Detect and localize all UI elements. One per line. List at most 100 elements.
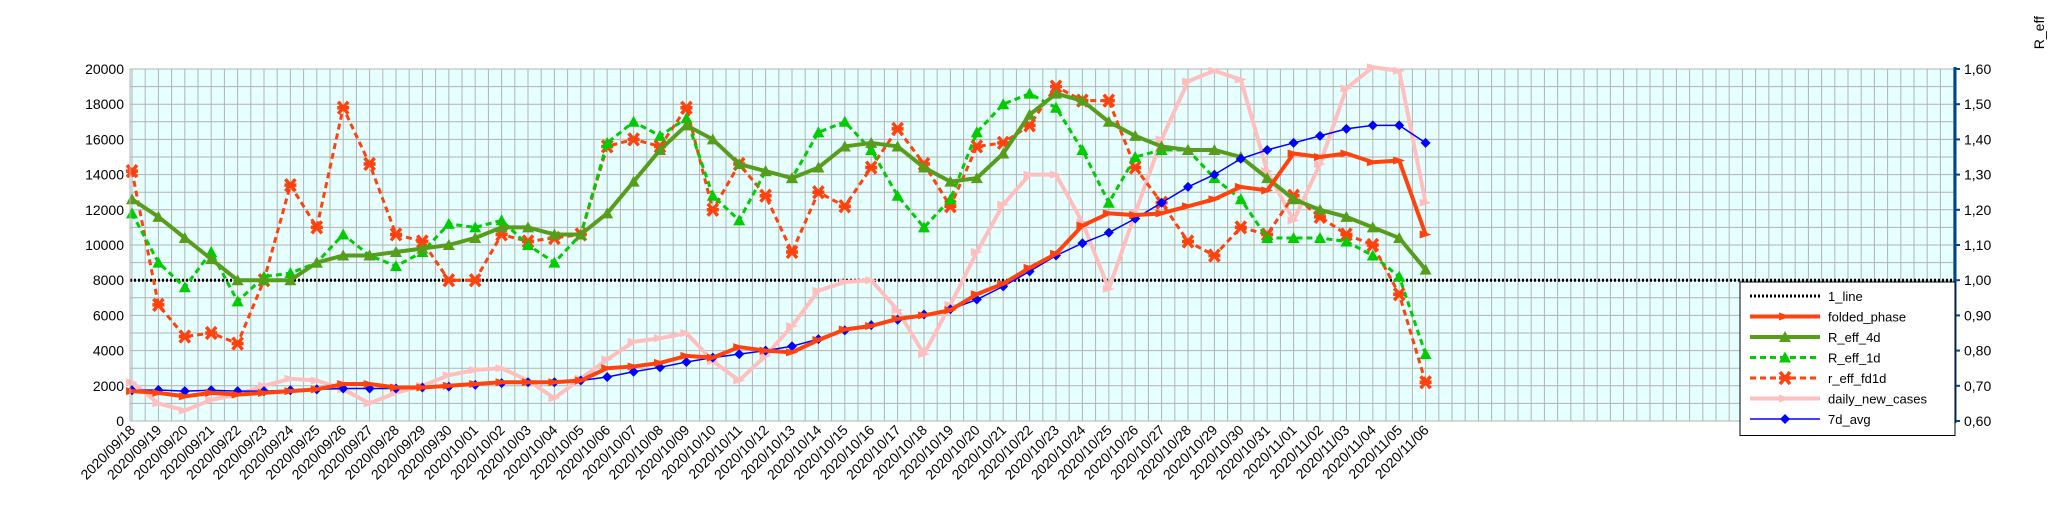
data-point bbox=[1235, 153, 1246, 164]
data-point bbox=[574, 376, 587, 385]
data-point bbox=[390, 246, 402, 258]
y2-tick-label: 1,10 bbox=[1964, 237, 1991, 253]
data-point bbox=[1234, 193, 1247, 205]
data-point bbox=[1314, 160, 1326, 169]
data-point bbox=[1419, 263, 1432, 275]
data-point bbox=[812, 286, 825, 295]
data-point bbox=[1050, 101, 1062, 113]
series-r-eff-4d bbox=[126, 87, 1432, 286]
data-point bbox=[1314, 231, 1326, 243]
data-point bbox=[204, 325, 218, 341]
legend: 1_line folded_phase R_eff_4d R_eff_1d r_eff_… bbox=[1739, 281, 1956, 436]
data-point bbox=[1023, 108, 1036, 120]
data-point bbox=[1155, 140, 1168, 152]
data-point bbox=[284, 274, 297, 286]
data-point bbox=[838, 277, 851, 286]
data-point bbox=[1102, 209, 1115, 218]
data-point bbox=[1050, 87, 1062, 99]
data-point bbox=[469, 231, 482, 243]
legend-label: 7d_avg bbox=[1828, 412, 1871, 427]
data-point bbox=[178, 392, 191, 401]
series-folded-phase bbox=[126, 149, 1432, 401]
data-point bbox=[363, 249, 376, 261]
data-point bbox=[126, 387, 138, 396]
legend-label: folded_phase bbox=[1828, 310, 1906, 325]
data-point bbox=[1129, 129, 1142, 141]
data-point bbox=[1261, 167, 1274, 176]
data-point bbox=[469, 365, 482, 374]
data-point bbox=[1393, 156, 1406, 165]
data-point bbox=[337, 228, 350, 240]
y-tick-label: 20000 bbox=[85, 61, 124, 77]
data-point bbox=[1287, 231, 1300, 243]
data-point bbox=[1102, 93, 1116, 108]
data-point bbox=[1419, 230, 1432, 239]
data-point bbox=[865, 136, 878, 148]
data-point bbox=[1261, 172, 1274, 184]
data-point bbox=[1340, 227, 1353, 242]
data-point bbox=[337, 249, 350, 261]
data-point bbox=[152, 388, 165, 397]
data-point bbox=[759, 165, 772, 177]
series-daily-new-cases bbox=[126, 63, 1432, 415]
data-point bbox=[1050, 170, 1062, 179]
data-point bbox=[1182, 77, 1194, 86]
data-point bbox=[627, 362, 640, 371]
data-point bbox=[1314, 153, 1326, 161]
data-point bbox=[812, 126, 825, 138]
data-point bbox=[1156, 197, 1167, 208]
data-point bbox=[231, 274, 244, 286]
data-point bbox=[442, 273, 456, 288]
data-point bbox=[812, 336, 825, 345]
data-point bbox=[1102, 285, 1115, 293]
data-point bbox=[152, 256, 165, 268]
data-point bbox=[442, 239, 455, 250]
data-point bbox=[284, 374, 297, 383]
y-tick-label: 14000 bbox=[85, 167, 124, 183]
data-point bbox=[1234, 75, 1247, 84]
data-point bbox=[1208, 143, 1221, 155]
data-point bbox=[574, 228, 587, 240]
y2-tick-label: 1,40 bbox=[1964, 131, 1991, 147]
legend-label: daily_new_cases bbox=[1828, 392, 1928, 407]
data-point bbox=[812, 161, 825, 173]
y2-tick-label: 0,70 bbox=[1964, 378, 1991, 394]
data-point bbox=[1341, 123, 1352, 134]
data-point bbox=[1076, 94, 1089, 106]
data-point bbox=[1261, 231, 1274, 243]
y-tick-label: 4000 bbox=[93, 343, 124, 359]
data-point bbox=[918, 350, 930, 359]
data-point bbox=[838, 140, 851, 152]
data-point bbox=[1393, 270, 1406, 282]
data-point bbox=[522, 239, 534, 250]
data-point bbox=[1103, 227, 1114, 238]
data-point bbox=[1419, 375, 1432, 390]
data-point bbox=[495, 214, 508, 226]
data-point bbox=[627, 115, 640, 127]
data-point bbox=[258, 388, 270, 397]
data-point bbox=[1366, 63, 1379, 72]
data-point bbox=[891, 306, 904, 315]
data-point bbox=[997, 200, 1010, 209]
legend-entry: R_eff_4d bbox=[1750, 330, 1881, 345]
data-point bbox=[363, 380, 376, 389]
series-line bbox=[130, 85, 1428, 383]
data-point bbox=[812, 185, 825, 200]
data-point bbox=[390, 383, 402, 392]
data-point bbox=[1234, 220, 1248, 235]
data-point bbox=[1181, 234, 1195, 249]
data-point bbox=[390, 260, 402, 272]
data-point bbox=[1366, 221, 1379, 233]
data-point bbox=[734, 349, 745, 360]
data-point bbox=[627, 337, 640, 346]
legend-marker bbox=[1779, 312, 1791, 321]
data-point bbox=[1261, 186, 1274, 195]
data-point bbox=[125, 163, 139, 179]
legend-marker bbox=[1780, 414, 1790, 424]
data-point bbox=[997, 98, 1010, 110]
data-point bbox=[1393, 66, 1406, 75]
data-point bbox=[1420, 137, 1431, 148]
data-point bbox=[548, 394, 561, 403]
y2-axis-title: R_eff bbox=[2031, 16, 2047, 49]
data-point bbox=[654, 143, 666, 155]
